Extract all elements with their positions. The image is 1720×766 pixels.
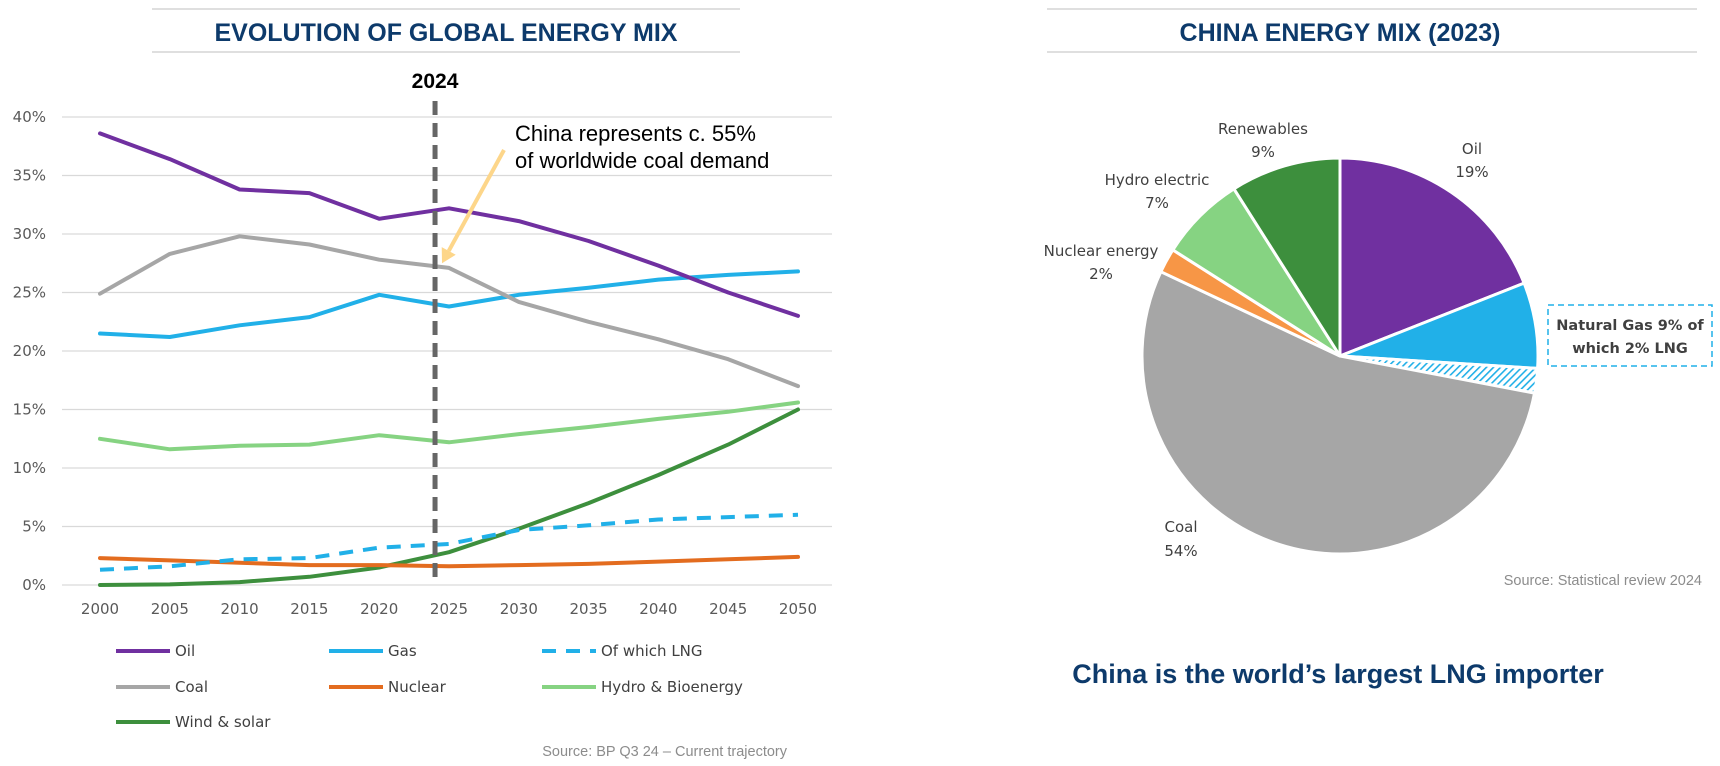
y-tick-label: 10% <box>13 459 46 477</box>
x-tick-label: 2040 <box>639 600 677 618</box>
x-tick-label: 2000 <box>81 600 119 618</box>
series-line-hydro-bioenergy <box>98 400 800 452</box>
y-tick-label: 20% <box>13 342 46 360</box>
y-tick-label: 35% <box>13 167 46 185</box>
pie-chart-source: Source: Statistical review 2024 <box>1504 573 1702 589</box>
series-line-of-which-lng <box>99 512 799 572</box>
x-tick-label: 2030 <box>500 600 538 618</box>
x-tick-label: 2050 <box>779 600 817 618</box>
pie-label-coal: Coal <box>1164 518 1197 536</box>
natural-gas-note-box <box>1547 304 1713 367</box>
x-tick-label: 2045 <box>709 600 747 618</box>
series-line-gas <box>98 269 800 339</box>
natural-gas-note-line-1: Natural Gas 9% of <box>1556 318 1704 334</box>
lng-importer-headline: China is the world’s largest LNG importe… <box>1072 659 1604 689</box>
x-tick-label: 2005 <box>151 600 189 618</box>
x-axis-ticks: 2000 2005 2010 2015 2020 2025 2030 2035 2040 2045… <box>81 600 817 618</box>
line-chart-legend: Oil Gas Of which LNG Coal Nuclear Hydro & Bio… <box>116 642 743 731</box>
x-tick-label: 2020 <box>360 600 398 618</box>
natural-gas-note: Natural Gas 9% of which 2% LNG <box>1547 304 1713 367</box>
natural-gas-note-line-2: which 2% LNG <box>1572 341 1688 357</box>
coal-annotation: China represents c. 55% of worldwide coa… <box>441 121 769 264</box>
year-marker-label: 2024 <box>412 70 459 93</box>
pie-slice-renewables <box>1232 156 1342 358</box>
pie-label-hydro: Hydro electric <box>1105 171 1210 189</box>
legend-label-gas: Gas <box>388 642 417 660</box>
x-tick-label: 2015 <box>290 600 328 618</box>
pie-label-oil: Oil <box>1462 140 1482 158</box>
pie-chart-panel: CHINA ENERGY MIX (2023) Oil 19% Renewabl… <box>1044 8 1713 689</box>
series-line-wind-solar <box>98 407 800 587</box>
annotation-arrow <box>441 149 506 264</box>
y-tick-label: 25% <box>13 284 46 302</box>
line-chart-panel: EVOLUTION OF GLOBAL ENERGY MIX 0% 5% 10% 15… <box>13 8 832 760</box>
pie-label-nuclear: Nuclear energy <box>1044 242 1159 260</box>
x-tick-label: 2025 <box>430 600 468 618</box>
y-tick-label: 5% <box>22 518 46 536</box>
line-series <box>98 131 800 587</box>
pie-slices <box>1140 156 1540 556</box>
pie-label-renewables: Renewables <box>1218 120 1308 138</box>
x-tick-label: 2010 <box>221 600 259 618</box>
pie-pct-hydro: 7% <box>1145 194 1169 212</box>
y-tick-label: 30% <box>13 225 46 243</box>
series-line-oil <box>98 131 800 318</box>
pie-pct-renewables: 9% <box>1251 143 1275 161</box>
pie-slice-oil <box>1338 156 1526 358</box>
gridlines <box>62 116 832 586</box>
y-tick-label: 15% <box>13 401 46 419</box>
y-axis-ticks: 0% 5% 10% 15% 20% 25% 30% 35% 40% <box>13 108 46 594</box>
pie-slice-coal <box>1140 270 1536 556</box>
series-line-coal <box>98 234 800 389</box>
pie-pct-nuclear: 2% <box>1089 265 1113 283</box>
legend-label-coal: Coal <box>175 678 208 696</box>
legend-label-of-which-lng: Of which LNG <box>601 642 703 660</box>
pie-chart-title: CHINA ENERGY MIX (2023) <box>1180 19 1501 47</box>
annotation-arrow-shaft <box>446 149 506 252</box>
y-tick-label: 40% <box>13 108 46 126</box>
line-chart-source: Source: BP Q3 24 – Current trajectory <box>542 744 787 760</box>
annotation-line-2: of worldwide coal demand <box>515 148 769 173</box>
legend-label-oil: Oil <box>175 642 195 660</box>
pie-labels: Oil 19% Renewables 9% Hydro electric 7% … <box>1044 120 1489 560</box>
annotation-arrow-head <box>441 247 456 264</box>
legend-label-wind-solar: Wind & solar <box>175 713 271 731</box>
line-chart-title: EVOLUTION OF GLOBAL ENERGY MIX <box>214 19 677 47</box>
year-marker: 2024 <box>412 70 459 585</box>
series-line-nuclear <box>98 554 800 569</box>
annotation-line-1: China represents c. 55% <box>515 121 756 146</box>
legend-label-nuclear: Nuclear <box>388 678 447 696</box>
pie-pct-coal: 54% <box>1164 542 1197 560</box>
y-tick-label: 0% <box>22 576 46 594</box>
pie-pct-oil: 19% <box>1455 163 1488 181</box>
legend-label-hydro-bioenergy: Hydro & Bioenergy <box>601 678 743 696</box>
x-tick-label: 2035 <box>570 600 608 618</box>
